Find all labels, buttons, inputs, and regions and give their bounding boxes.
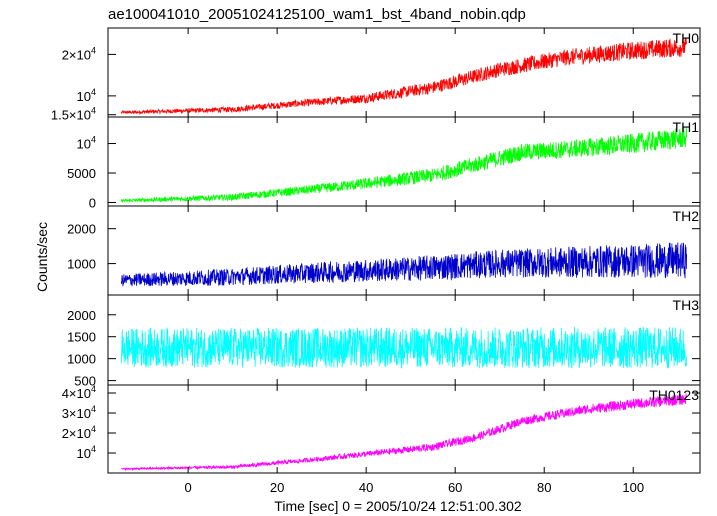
x-tick-label: 40 <box>359 480 373 495</box>
y-tick-label: 2000 <box>67 222 96 237</box>
y-tick-label: 2000 <box>67 308 96 323</box>
panel-th1: TH1 0 5000 104 <box>67 116 701 210</box>
x-tick-label: 100 <box>622 480 644 495</box>
y-tick-label: 2×104 <box>62 45 96 62</box>
y-tick-label: 1000 <box>67 257 96 272</box>
x-tick-label: 0 <box>185 480 192 495</box>
panel-frame <box>107 27 701 118</box>
series-label: TH0123 <box>649 387 699 403</box>
chart-title: ae100041010_20051024125100_wam1_bst_4ban… <box>108 6 526 23</box>
series-line-th2 <box>120 242 688 287</box>
y-tick-label: 104 <box>77 444 96 461</box>
panel-frame <box>107 116 701 207</box>
panel-th3: TH3 500 1000 1500 2000 <box>67 294 701 389</box>
y-tick-label: 104 <box>77 135 96 152</box>
y-tick-label: 2×104 <box>62 424 96 441</box>
panel-th0: TH0 1.5×104 104 2×104 <box>51 27 701 123</box>
series-line-th0123 <box>121 393 688 472</box>
x-axis-ticks: 0 20 40 60 80 100 <box>185 480 645 495</box>
series-label: TH0 <box>673 30 700 46</box>
panel-th2: TH2 1000 2000 <box>67 205 701 296</box>
series-label: TH1 <box>673 119 700 135</box>
x-tick-label: 80 <box>537 480 551 495</box>
y-tick-label: 500 <box>74 374 96 389</box>
y-tick-label: 1500 <box>67 330 96 345</box>
panel-th0123: TH0123 104 2×104 3×104 4×104 <box>62 384 701 474</box>
panel-frame <box>107 384 701 474</box>
x-tick-label: 60 <box>448 480 462 495</box>
y-tick-label: 1.5×104 <box>51 106 96 123</box>
series-line-th1 <box>120 127 688 203</box>
x-axis-label: Time [sec] 0 = 2005/10/24 12:51:00.302 <box>274 498 522 514</box>
x-tick-label: 20 <box>270 480 284 495</box>
panels: TH0 1.5×104 104 2×104 TH1 0 5000 104 TH2 1000 2000… <box>51 27 701 474</box>
series-label: TH2 <box>673 208 700 224</box>
y-tick-label: 4×104 <box>62 384 96 401</box>
y-tick-label: 1000 <box>67 352 96 367</box>
y-tick-label: 0 <box>89 195 96 210</box>
y-axis-label: Counts/sec <box>34 222 50 292</box>
series-line-th3 <box>120 326 688 369</box>
y-tick-label: 5000 <box>67 166 96 181</box>
y-tick-label: 3×104 <box>62 404 96 421</box>
series-label: TH3 <box>673 297 700 313</box>
y-tick-label: 104 <box>77 87 96 104</box>
series-line-th0 <box>120 37 688 115</box>
